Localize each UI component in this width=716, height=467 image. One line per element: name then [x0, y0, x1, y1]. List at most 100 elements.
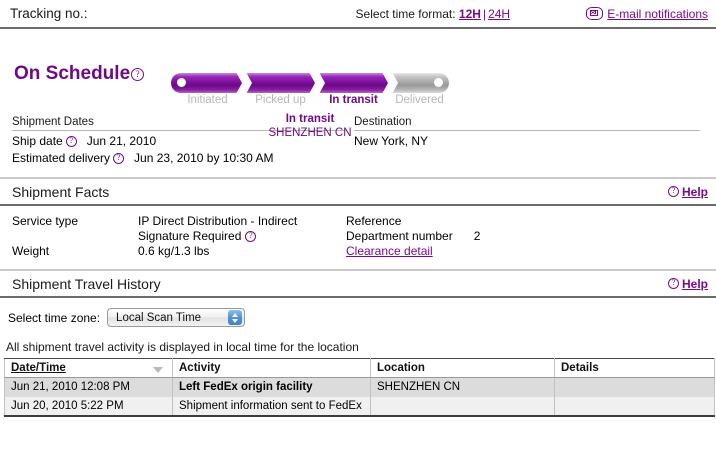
cell-activity: Left FedEx origin facility — [172, 377, 371, 397]
timezone-selected-value: Local Scan Time — [116, 311, 202, 324]
shipment-facts-divider — [0, 204, 716, 206]
reference-label: Reference — [346, 214, 402, 228]
progress-bar — [171, 72, 449, 94]
progress-segment-delivered — [390, 73, 449, 93]
progress-end-dot — [434, 78, 443, 87]
service-type-value-line2: Signature Required — [138, 229, 242, 243]
cell-location — [370, 396, 555, 417]
clearance-detail-link[interactable]: Clearance detail — [346, 244, 433, 258]
status-section: On Schedule ? Initiated Picked up In tra… — [0, 29, 716, 139]
ship-date-help-icon[interactable]: ? — [65, 135, 77, 147]
table-row: Jun 21, 2010 12:08 PM Left FedEx origin … — [4, 377, 715, 397]
ship-date-label-group: Ship date ? — [12, 134, 77, 148]
current-location-text: SHENZHEN CN — [268, 127, 352, 139]
progress-chevron-3 — [382, 72, 398, 94]
progress-label-delivered: Delivered — [395, 94, 444, 106]
column-header-activity: Activity — [172, 358, 371, 378]
email-notifications-link-group[interactable]: E-mail notifications — [586, 7, 708, 21]
destination-heading: Destination — [354, 116, 700, 131]
ship-date-label: Ship date — [12, 134, 63, 148]
progress-segment-initiated — [171, 73, 244, 93]
travel-history-title: Shipment Travel History — [12, 275, 161, 292]
shipment-facts-header: Shipment Facts ? Help — [0, 178, 716, 204]
dates-bottom-divider — [0, 177, 716, 178]
travel-history-help-group[interactable]: ? Help — [667, 277, 708, 291]
cell-location: SHENZHEN CN — [370, 377, 555, 397]
progress-segment-in-transit — [317, 73, 390, 93]
timezone-label: Select time zone: — [8, 310, 101, 325]
service-type-value-line1: IP Direct Distribution - Indirect — [138, 214, 298, 228]
current-status-text: In transit — [285, 113, 335, 125]
progress-step-labels: Initiated Picked up In transit Delivered — [171, 94, 449, 108]
progress-chevron-1 — [236, 72, 252, 94]
column-header-datetime[interactable]: Date/Time — [4, 358, 173, 378]
table-row: Jun 20, 2010 5:22 PM Shipment informatio… — [4, 396, 715, 417]
estimated-delivery-label-group: Estimated delivery ? — [12, 151, 125, 165]
travel-history-help-link[interactable]: Help — [681, 276, 708, 291]
department-number-row: Department number 2 — [346, 229, 480, 244]
weight-value: 0.6 kg/1.3 lbs — [138, 244, 210, 258]
travel-history-table: Date/Time Activity Location Details Jun … — [4, 358, 715, 417]
shipment-facts-values: IP Direct Distribution - Indirect Signat… — [138, 214, 346, 259]
cell-details — [554, 396, 715, 417]
shipment-facts-help-group[interactable]: ? Help — [667, 185, 708, 199]
table-body: Jun 21, 2010 12:08 PM Left FedEx origin … — [4, 377, 715, 417]
time-format-24h-link[interactable]: 24H — [488, 6, 511, 21]
shipment-dates-column: Shipment Dates Ship date ? Jun 21, 2010 … — [12, 116, 346, 165]
top-bar: Tracking no.: Select time format: 12H | 24… — [0, 0, 716, 27]
status-headline-group: On Schedule ? — [14, 63, 145, 85]
top-divider — [0, 27, 716, 29]
travel-history-header: Shipment Travel History ? Help — [0, 270, 716, 296]
department-number-value: 2 — [473, 229, 481, 243]
cell-datetime: Jun 20, 2010 5:22 PM — [4, 396, 173, 417]
help-icon[interactable]: ? — [667, 278, 679, 289]
shipment-facts-reference: Reference Department number 2 Clearance … — [346, 214, 480, 259]
time-format-12h-link[interactable]: 12H — [458, 6, 481, 21]
progress-start-dot — [177, 78, 186, 87]
shipment-facts-title: Shipment Facts — [12, 183, 110, 200]
timezone-select[interactable]: Local Scan Time — [107, 308, 246, 327]
clearance-detail-row[interactable]: Clearance detail — [346, 244, 480, 259]
dates-destination-row: Shipment Dates Ship date ? Jun 21, 2010 … — [0, 116, 716, 165]
column-header-details: Details — [554, 358, 715, 378]
table-header-row: Date/Time Activity Location Details — [4, 358, 715, 378]
time-format-separator: | — [482, 6, 487, 21]
facts-bottom-divider — [0, 269, 716, 270]
help-icon[interactable]: ? — [667, 186, 679, 197]
email-notifications-link[interactable]: E-mail notifications — [607, 6, 708, 21]
destination-value: New York, NY — [354, 134, 429, 148]
destination-column: Destination New York, NY — [354, 116, 700, 165]
progress-chevron-2 — [309, 72, 325, 94]
sort-descending-icon — [153, 367, 163, 373]
weight-label: Weight — [12, 244, 50, 258]
service-type-label: Service type — [12, 214, 79, 228]
time-format-label: Select time format: — [355, 6, 456, 21]
select-stepper-arrows-icon[interactable] — [228, 310, 243, 325]
status-headline: On Schedule — [14, 63, 131, 84]
cell-datetime: Jun 21, 2010 12:08 PM — [4, 377, 173, 397]
travel-history-note: All shipment travel activity is displaye… — [6, 340, 359, 354]
estimated-delivery-row: Estimated delivery ? Jun 23, 2010 by 10:… — [12, 148, 346, 165]
department-number-label: Department number — [346, 229, 453, 243]
sort-datetime-link[interactable]: Date/Time — [11, 362, 66, 374]
estimated-delivery-label: Estimated delivery — [12, 151, 111, 165]
progress-segment-picked-up — [244, 73, 317, 93]
shipment-facts-help-link[interactable]: Help — [681, 184, 708, 199]
progress-label-picked-up: Picked up — [255, 94, 306, 106]
shipment-facts-body: Service type Weight IP Direct Distributi… — [0, 206, 716, 269]
timezone-row: Select time zone: Local Scan Time — [0, 298, 716, 327]
tracking-number-label: Tracking no.: — [10, 6, 88, 21]
cell-activity: Shipment information sent to FedEx — [172, 396, 371, 417]
tracking-page: Tracking no.: Select time format: 12H | 24… — [0, 0, 716, 417]
status-help-icon[interactable]: ? — [131, 67, 145, 81]
service-type-value-line2-group: Signature Required ? — [138, 229, 346, 244]
current-status-block: In transit SHENZHEN CN — [171, 112, 449, 140]
signature-required-help-icon[interactable]: ? — [245, 231, 257, 242]
ship-date-value: Jun 21, 2010 — [86, 134, 157, 148]
estimated-delivery-value: Jun 23, 2010 by 10:30 AM — [134, 151, 274, 165]
column-header-location: Location — [370, 358, 555, 378]
cell-details — [554, 377, 715, 397]
progress-label-in-transit: In transit — [329, 94, 378, 106]
ship-date-row: Ship date ? Jun 21, 2010 — [12, 131, 346, 148]
estimated-delivery-help-icon[interactable]: ? — [113, 152, 125, 164]
